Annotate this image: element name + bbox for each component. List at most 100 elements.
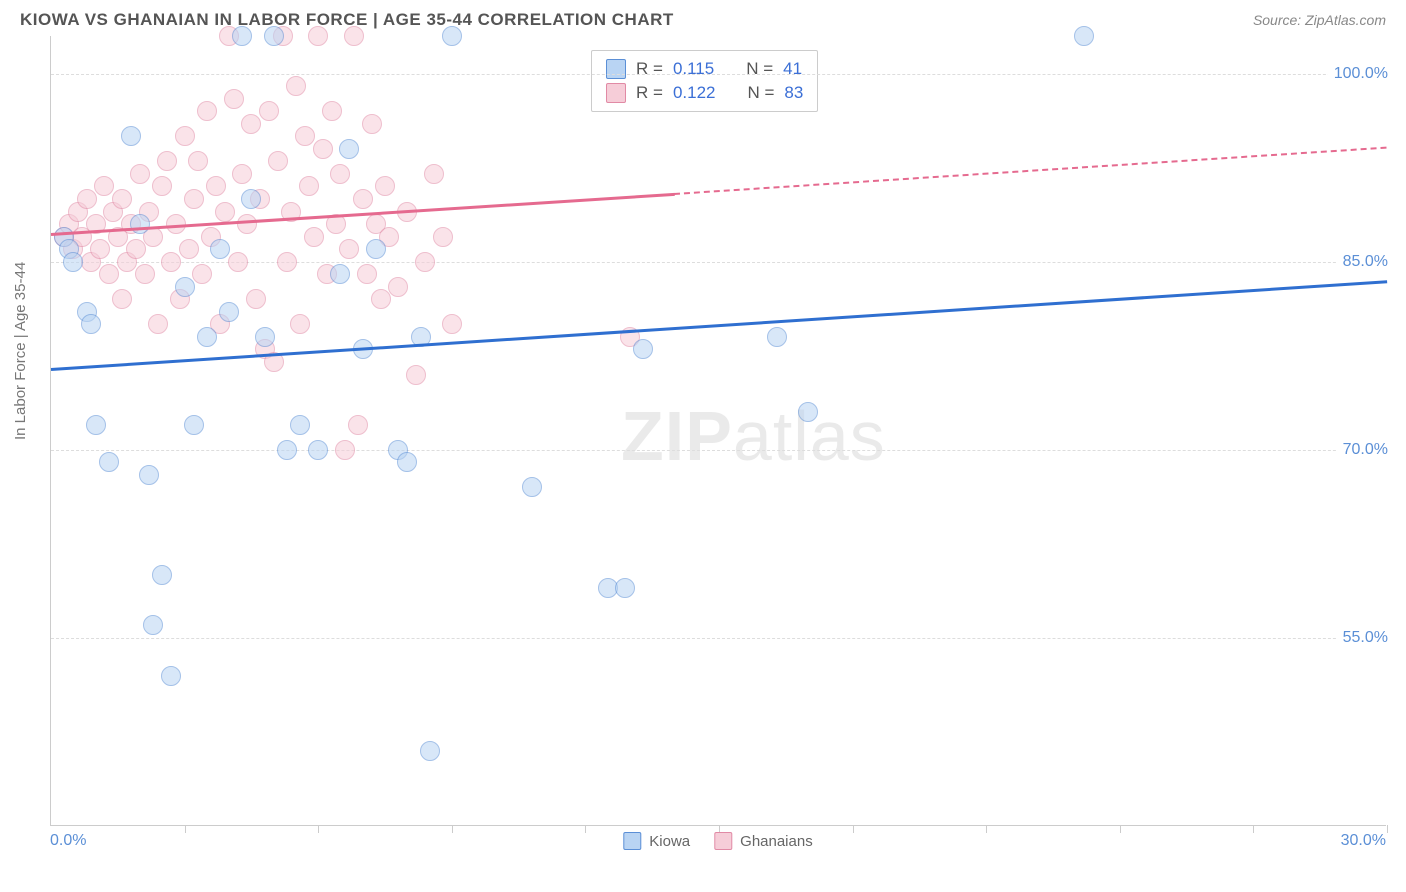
kiowa-point [232,26,252,46]
stats-row-kiowa: R = 0.115 N = 41 [606,57,803,81]
ghanaians-point [424,164,444,184]
ghanaians-point [406,365,426,385]
ghanaians-point [335,440,355,460]
legend-item-ghanaians: Ghanaians [714,832,813,850]
kiowa-point [130,214,150,234]
ghanaians-point [313,139,333,159]
kiowa-point [442,26,462,46]
ghanaians-point [99,264,119,284]
watermark: ZIPatlas [621,396,886,476]
ghanaians-point [330,164,350,184]
ghanaians-point [290,314,310,334]
ghanaians-point [175,126,195,146]
kiowa-point [798,402,818,422]
y-tick-label: 55.0% [1337,629,1394,647]
ghanaians-point [308,26,328,46]
r-label: R = [636,59,663,79]
ghanaians-point [362,114,382,134]
kiowa-point [143,615,163,635]
ghanaians-point [77,189,97,209]
kiowa-n-value: 41 [783,59,802,79]
ghanaians-point [371,289,391,309]
title-bar: KIOWA VS GHANAIAN IN LABOR FORCE | AGE 3… [0,0,1406,36]
ghanaians-point [353,189,373,209]
scatter-chart: R = 0.115 N = 41 R = 0.122 N = 83 ZIPatl… [50,36,1386,826]
ghanaians-point [126,239,146,259]
kiowa-point [767,327,787,347]
legend-item-kiowa: Kiowa [623,832,690,850]
kiowa-point [633,339,653,359]
kiowa-point [197,327,217,347]
ghanaians-point [246,289,266,309]
kiowa-point [86,415,106,435]
kiowa-point [175,277,195,297]
r-label: R = [636,83,663,103]
stats-row-ghanaians: R = 0.122 N = 83 [606,81,803,105]
kiowa-point [255,327,275,347]
ghanaians-point [197,101,217,121]
ghanaians-point [94,176,114,196]
kiowa-point [139,465,159,485]
ghanaians-point [224,89,244,109]
kiowa-point [121,126,141,146]
gridline [51,450,1386,451]
ghanaians-point [112,289,132,309]
kiowa-point [161,666,181,686]
ghanaians-point [375,176,395,196]
ghanaians-n-value: 83 [784,83,803,103]
ghanaians-point [322,101,342,121]
x-axis-row: 0.0% Kiowa Ghanaians 30.0% [50,826,1386,856]
kiowa-point [99,452,119,472]
ghanaians-point [232,164,252,184]
source-label: Source: ZipAtlas.com [1253,12,1386,28]
ghanaians-point [268,151,288,171]
ghanaians-point [433,227,453,247]
x-axis-min-label: 0.0% [50,832,86,850]
ghanaians-point [295,126,315,146]
ghanaians-point [339,239,359,259]
y-axis-label: In Labor Force | Age 35-44 [12,262,29,440]
stats-legend-box: R = 0.115 N = 41 R = 0.122 N = 83 [591,50,818,112]
ghanaians-point [179,239,199,259]
ghanaians-point [184,189,204,209]
ghanaians-point [215,202,235,222]
ghanaians-point [112,189,132,209]
ghanaians-point [161,252,181,272]
kiowa-point [522,477,542,497]
kiowa-point [264,26,284,46]
ghanaians-point [130,164,150,184]
ghanaians-point [286,76,306,96]
legend-label-ghanaians: Ghanaians [740,833,813,850]
ghanaians-point [228,252,248,272]
y-tick-label: 70.0% [1337,441,1394,459]
x-tick [1387,825,1388,833]
trend-line-dashed [674,146,1387,194]
gridline [51,262,1386,263]
gridline [51,638,1386,639]
swatch-ghanaians [606,83,626,103]
swatch-kiowa [623,832,641,850]
ghanaians-point [152,176,172,196]
ghanaians-point [348,415,368,435]
ghanaians-point [304,227,324,247]
kiowa-point [81,314,101,334]
kiowa-point [420,741,440,761]
kiowa-point [308,440,328,460]
legend-label-kiowa: Kiowa [649,833,690,850]
kiowa-point [1074,26,1094,46]
kiowa-point [210,239,230,259]
ghanaians-point [357,264,377,284]
ghanaians-point [388,277,408,297]
kiowa-point [366,239,386,259]
y-tick-label: 100.0% [1328,65,1394,83]
n-label: N = [746,59,773,79]
kiowa-point [397,452,417,472]
ghanaians-point [90,239,110,259]
kiowa-point [241,189,261,209]
ghanaians-point [259,101,279,121]
gridline [51,74,1386,75]
kiowa-point [277,440,297,460]
kiowa-point [184,415,204,435]
ghanaians-point [241,114,261,134]
kiowa-point [290,415,310,435]
